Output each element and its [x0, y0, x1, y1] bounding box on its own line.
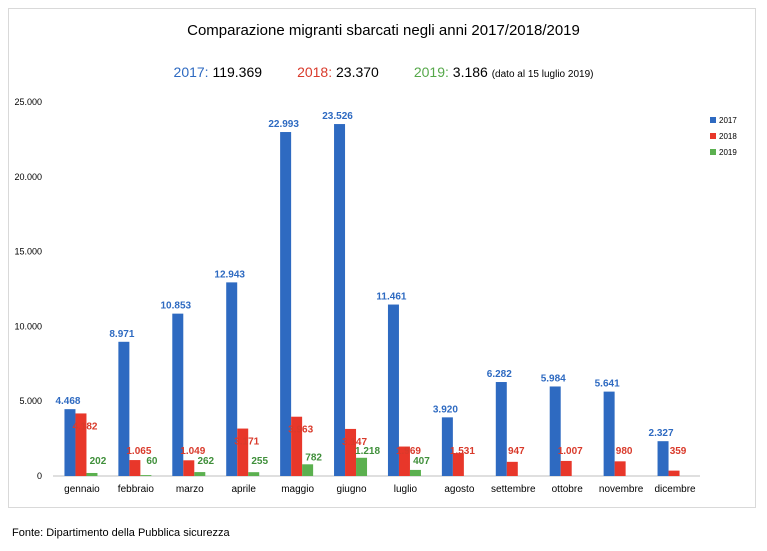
data-label-2018: 1.049 — [180, 446, 205, 457]
bar-2017 — [657, 441, 669, 476]
data-label-2018: 3.147 — [342, 437, 367, 448]
chart-title: Comparazione migranti sbarcati negli ann… — [187, 22, 580, 39]
total-2017-label: 2017: — [173, 64, 209, 80]
bar-2017 — [495, 382, 507, 476]
bar-2019 — [248, 472, 260, 476]
x-category-label: settembre — [491, 484, 536, 495]
data-label-2018: 4.182 — [72, 421, 97, 432]
x-category-label: marzo — [176, 484, 204, 495]
bar-2019 — [194, 472, 206, 476]
bar-2017 — [226, 282, 238, 476]
x-category-label: febbraio — [118, 484, 155, 495]
bar-2017 — [603, 391, 615, 476]
data-label-2018: 980 — [616, 446, 633, 457]
total-2019-label: 2019: — [413, 64, 449, 80]
x-category-label: maggio — [281, 484, 314, 495]
bar-2017 — [549, 386, 561, 476]
y-tick-label: 20.000 — [14, 172, 42, 182]
bar-2018 — [291, 416, 303, 476]
data-label-2018: 3.963 — [288, 425, 313, 436]
data-label-2017: 11.461 — [376, 292, 406, 303]
data-label-2017: 5.641 — [595, 379, 620, 390]
bar-2018 — [560, 460, 572, 476]
bar-2017 — [118, 341, 130, 476]
data-label-2017: 12.943 — [214, 269, 245, 280]
data-label-2017: 22.993 — [268, 119, 299, 130]
total-2019-value: 3.186 — [452, 64, 488, 80]
data-label-2017: 5.984 — [541, 373, 566, 384]
x-category-label: novembre — [599, 484, 644, 495]
data-label-2019: 782 — [305, 452, 322, 463]
bar-2019 — [409, 469, 421, 476]
data-label-2019: 262 — [197, 456, 214, 467]
legend-label-2018: 2018 — [719, 132, 737, 141]
bar-2017 — [441, 417, 453, 476]
bar-2017 — [64, 409, 76, 476]
data-label-2017: 4.468 — [55, 396, 80, 407]
legend-label-2017: 2017 — [719, 116, 737, 125]
bar-2018 — [398, 446, 410, 476]
data-label-2018: 1.969 — [396, 446, 421, 457]
bar-2017 — [387, 304, 399, 476]
legend-label-2019: 2019 — [719, 148, 737, 157]
legend-swatch-2017 — [710, 117, 716, 123]
bar-2018 — [452, 453, 464, 476]
bar-2017 — [280, 132, 292, 476]
chart-frame — [8, 8, 756, 508]
x-category-label: agosto — [444, 484, 474, 495]
data-label-2018: 1.065 — [126, 446, 151, 457]
data-label-2019: 407 — [413, 456, 430, 467]
x-category-label: aprile — [231, 484, 256, 495]
totals-line: 2017: 119.369 2018: 23.370 2019: 3.186 (… — [0, 64, 767, 80]
data-label-2019: 255 — [251, 456, 268, 467]
data-label-2018: 1.531 — [450, 446, 475, 457]
legend-swatch-2019 — [710, 149, 716, 155]
bar-2019 — [140, 475, 152, 476]
data-label-2019: 60 — [146, 456, 158, 467]
y-tick-label: 0 — [37, 471, 42, 481]
data-label-2018: 947 — [508, 446, 525, 457]
y-tick-label: 10.000 — [14, 321, 42, 331]
data-label-2019: 202 — [90, 456, 107, 467]
totals-note: (dato al 15 luglio 2019) — [491, 69, 594, 80]
data-label-2017: 23.526 — [322, 111, 353, 122]
bar-2018 — [237, 428, 249, 476]
total-2018-label: 2018: — [297, 64, 333, 80]
x-category-label: dicembre — [654, 484, 696, 495]
data-label-2017: 8.971 — [109, 329, 134, 340]
total-2017-value: 119.369 — [212, 64, 263, 80]
data-label-2018: 3.171 — [234, 437, 259, 448]
y-tick-label: 15.000 — [14, 247, 42, 257]
data-label-2017: 3.920 — [433, 404, 458, 415]
x-category-label: ottobre — [552, 484, 584, 495]
bar-2019 — [356, 457, 368, 476]
bar-2018 — [75, 413, 87, 476]
data-label-2019: 1.218 — [355, 446, 380, 457]
y-tick-label: 5.000 — [19, 396, 42, 406]
bar-2018 — [345, 428, 357, 476]
data-label-2018: 1.007 — [558, 446, 583, 457]
bar-2017 — [334, 124, 346, 477]
x-category-label: luglio — [394, 484, 418, 495]
x-category-label: gennaio — [64, 484, 100, 495]
data-label-2017: 2.327 — [649, 428, 674, 439]
data-label-2017: 6.282 — [487, 369, 512, 380]
total-2018-value: 23.370 — [336, 64, 379, 80]
bar-2018 — [668, 470, 680, 476]
bar-2018 — [614, 461, 626, 476]
data-label-2018: 359 — [670, 446, 687, 457]
bar-2018 — [183, 460, 195, 476]
legend-swatch-2018 — [710, 133, 716, 139]
source-note: Fonte: Dipartimento della Pubblica sicur… — [12, 527, 230, 539]
data-label-2017: 10.853 — [160, 301, 191, 312]
bar-2019 — [302, 464, 314, 476]
bar-2018 — [506, 461, 518, 476]
bar-2018 — [129, 460, 141, 476]
x-category-label: giugno — [337, 484, 367, 495]
bar-2017 — [172, 313, 184, 476]
bar-2019 — [86, 472, 98, 476]
y-tick-label: 25.000 — [14, 97, 42, 107]
